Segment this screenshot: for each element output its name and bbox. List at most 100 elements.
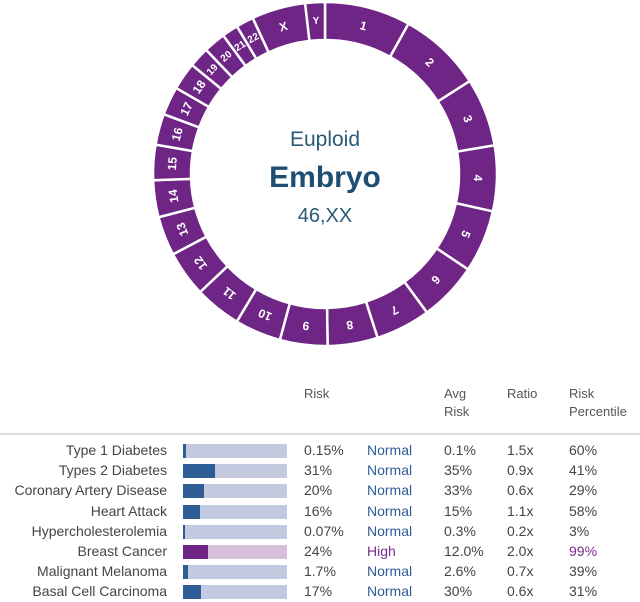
risk-bar-fill <box>183 585 201 600</box>
table-row: Types 2 Diabetes 31% Normal 35% 0.9x 41% <box>0 461 640 481</box>
table-row: Hypercholesterolemia 0.07% Normal 0.3% 0.2x 3… <box>0 522 640 542</box>
chromosome-segment-4: 4 <box>454 143 499 213</box>
avg-risk-value: 30% <box>444 583 473 600</box>
risk-status: Normal <box>367 502 413 519</box>
condition-name: Coronary Artery Disease <box>14 482 167 499</box>
risk-value: 16% <box>304 502 333 519</box>
risk-bar-fill <box>183 464 216 479</box>
chromosome-segment-15: 15 <box>151 143 195 182</box>
risk-bar <box>183 585 287 600</box>
condition-name: Hypercholesterolemia <box>31 522 167 539</box>
risk-bar <box>183 545 287 559</box>
chromosome-label: 13 <box>173 220 191 238</box>
header-divider <box>0 433 640 435</box>
table-row: Heart Attack 16% Normal 15% 1.1x 58% <box>0 502 640 522</box>
risk-percentile-value: 39% <box>569 563 598 580</box>
avg-risk-value: 35% <box>444 462 473 479</box>
condition-name: Malignant Melanoma <box>37 563 167 580</box>
chromosome-segment-Y: Y <box>303 0 327 43</box>
chromosome-label: 17 <box>177 100 195 118</box>
header-risk-percentile: Risk Percentile <box>569 386 627 419</box>
chromosome-label: 15 <box>165 156 180 171</box>
chromosome-label: 3 <box>460 113 476 125</box>
chromosome-label: 22 <box>246 31 261 46</box>
avg-risk-value: 33% <box>444 482 473 499</box>
ratio-value: 1.5x <box>507 442 534 458</box>
ratio-value: 0.6x <box>507 482 534 499</box>
risk-bar <box>183 504 287 519</box>
header-avg-risk: Avg Risk <box>444 386 470 419</box>
risk-percentile-value: 41% <box>569 462 598 479</box>
risk-status: Normal <box>367 583 413 600</box>
risk-percentile-value: 31% <box>569 583 598 600</box>
risk-bar-fill <box>183 545 208 559</box>
chromosome-segment-18: 18 <box>174 63 224 109</box>
risk-bar-fill <box>183 484 204 499</box>
chromosome-label: 8 <box>345 318 354 333</box>
condition-name: Basal Cell Carcinoma <box>32 583 167 600</box>
risk-status: Normal <box>367 482 413 499</box>
table-row: Basal Cell Carcinoma 17% Normal 30% 0.6x 31% <box>0 582 640 602</box>
risk-value: 1.7% <box>304 563 336 580</box>
chromosome-label: 1 <box>358 18 368 33</box>
embryo-label: Embryo <box>269 161 381 194</box>
chromosome-label: 4 <box>471 174 485 181</box>
ratio-value: 0.7x <box>507 563 534 580</box>
condition-name: Heart Attack <box>90 502 167 519</box>
risk-bar <box>183 524 287 539</box>
avg-risk-value: 12.0% <box>444 543 484 559</box>
risk-bar-fill <box>183 524 185 539</box>
table-row: Type 1 Diabetes 0.15% Normal 0.1% 1.5x 60% <box>0 441 640 461</box>
risk-status: Normal <box>367 462 413 479</box>
ratio-value: 0.6x <box>507 583 534 600</box>
chromosome-label: 14 <box>166 188 182 204</box>
chromosome-label: 10 <box>256 306 274 324</box>
ratio-value: 2.0x <box>507 543 534 559</box>
risk-value: 0.07% <box>304 522 344 539</box>
risk-value: 20% <box>304 482 333 499</box>
avg-risk-value: 2.6% <box>444 563 476 580</box>
risk-percentile-value: 3% <box>569 522 590 539</box>
risk-bar <box>183 484 287 499</box>
condition-name: Type 1 Diabetes <box>65 442 167 458</box>
risk-value: 0.15% <box>304 442 344 458</box>
risk-value: 24% <box>304 543 333 559</box>
table-row: Coronary Artery Disease 20% Normal 33% 0.6x 2… <box>0 481 640 501</box>
avg-risk-value: 15% <box>444 502 473 519</box>
chromosome-label: 16 <box>169 126 186 143</box>
avg-risk-value: 0.3% <box>444 522 476 539</box>
karyotype-value: 46,XX <box>297 205 353 227</box>
risk-percentile-value: 60% <box>569 442 598 458</box>
condition-name: Breast Cancer <box>77 543 167 559</box>
avg-risk-value: 0.1% <box>444 442 476 458</box>
chromosome-label: 5 <box>458 228 474 240</box>
risk-percentile-value: 58% <box>569 502 598 519</box>
risk-percentile-value: 29% <box>569 482 598 499</box>
risk-status: Normal <box>367 563 413 580</box>
table-row: Breast Cancer 24% High 12.0% 2.0x 99% <box>0 542 640 562</box>
risk-bar <box>183 444 287 458</box>
risk-value: 31% <box>304 462 333 479</box>
chromosome-label: 9 <box>301 318 310 333</box>
chromosome-segment-17: 17 <box>162 86 211 130</box>
table-row: Malignant Melanoma 1.7% Normal 2.6% 0.7x 39% <box>0 562 640 582</box>
risk-bar <box>183 565 287 580</box>
chromosome-segment-22: 22 <box>235 16 271 61</box>
condition-name: Types 2 Diabetes <box>58 462 167 479</box>
risk-bar-fill <box>183 444 187 458</box>
risk-percentile-value: 99% <box>569 543 598 559</box>
header-risk: Risk <box>304 386 330 401</box>
risk-bar-fill <box>183 565 189 580</box>
ratio-value: 0.9x <box>507 462 534 479</box>
risk-bar-fill <box>183 504 200 519</box>
header-ratio: Ratio <box>507 386 538 401</box>
risk-status: Normal <box>367 522 413 539</box>
risk-bar <box>183 464 287 479</box>
chromosome-label: Y <box>312 16 320 27</box>
chromosome-label: X <box>278 19 290 35</box>
ratio-value: 0.2x <box>507 522 534 539</box>
ratio-value: 1.1x <box>507 502 534 519</box>
risk-status: High <box>367 543 396 559</box>
ploidy-status: Euploid <box>289 128 361 151</box>
